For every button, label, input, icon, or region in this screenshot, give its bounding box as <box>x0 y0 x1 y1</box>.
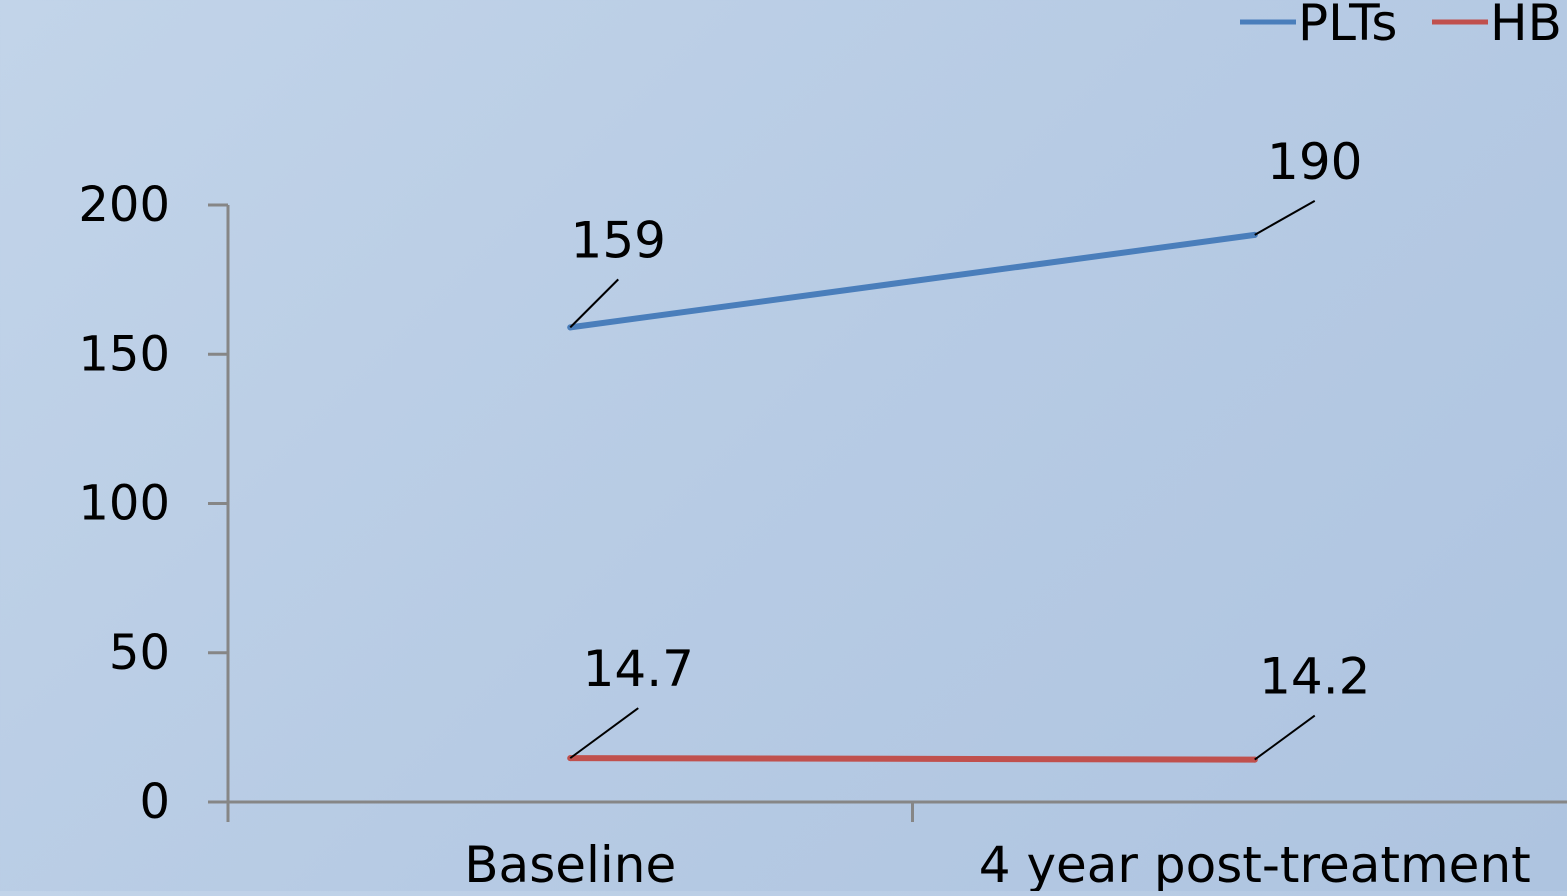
x-tick-label: Baseline <box>464 836 676 891</box>
data-labels: 159 190 14.7 14.2 <box>569 133 1370 761</box>
series-line-hb <box>567 755 1258 763</box>
leader-line <box>569 707 639 759</box>
legend-label: PLTs <box>1298 0 1397 52</box>
data-label: 159 <box>571 211 666 269</box>
legend: PLTs HB <box>1240 0 1562 52</box>
leader-line <box>569 278 619 329</box>
x-tick-label: 4 year post-treatment <box>979 836 1531 891</box>
y-tick-label: 150 <box>78 326 170 382</box>
legend-label: HB <box>1490 0 1562 52</box>
leader-line <box>1254 199 1316 236</box>
series-line-plts <box>567 231 1258 331</box>
y-tick-label: 0 <box>139 774 170 830</box>
data-label: 190 <box>1267 133 1362 191</box>
data-label: 14.7 <box>583 640 694 698</box>
leader-line <box>1254 714 1316 761</box>
y-tick-label: 100 <box>78 476 170 532</box>
y-tick-label: 200 <box>78 177 170 233</box>
axes: 0 50 100 150 200 Baseline 4 year post-treatmen… <box>78 177 1567 894</box>
data-label: 14.2 <box>1259 648 1370 706</box>
y-tick-label: 50 <box>109 625 170 681</box>
